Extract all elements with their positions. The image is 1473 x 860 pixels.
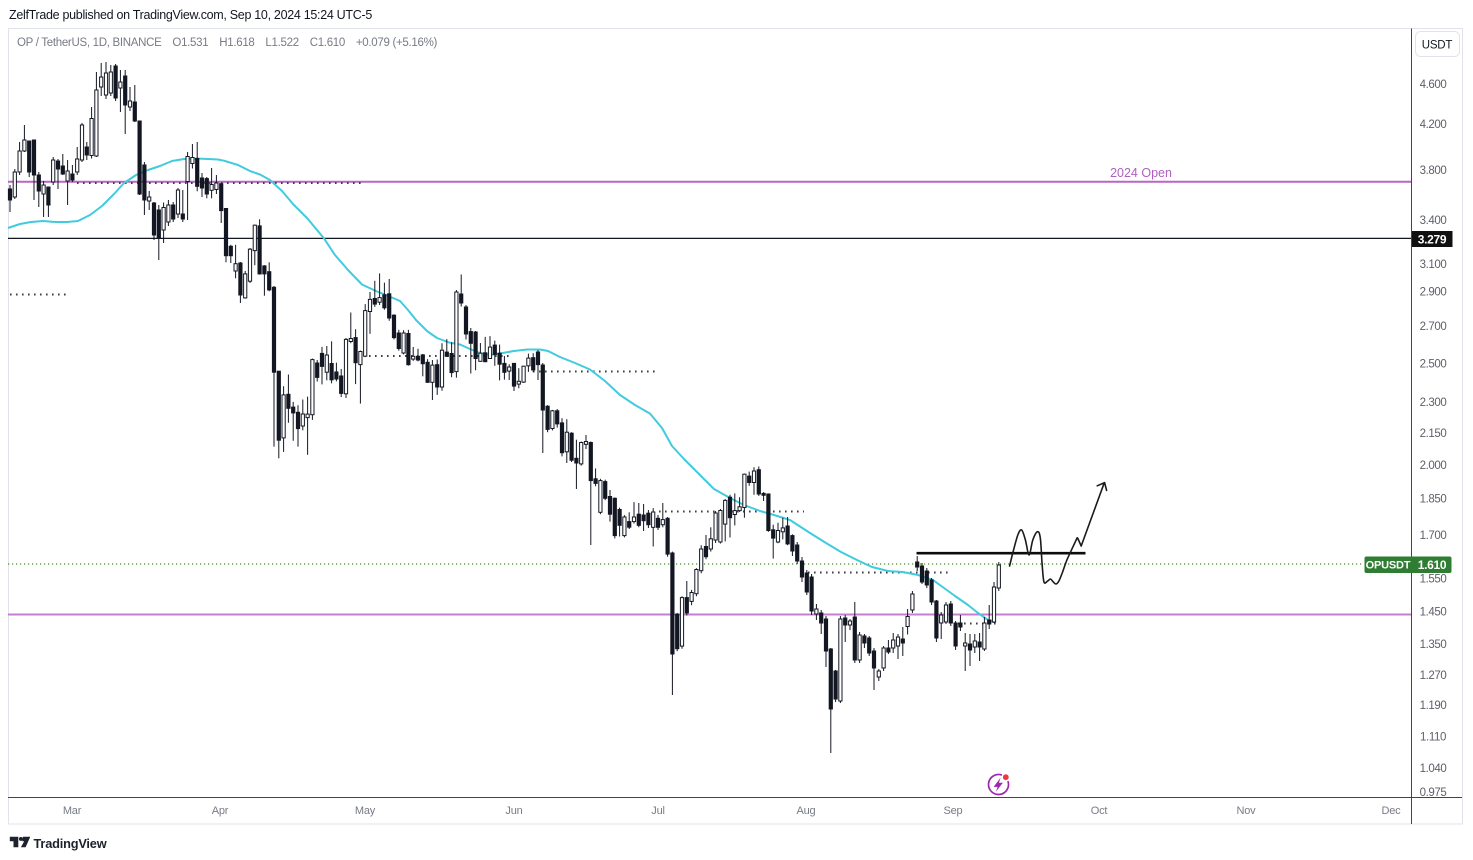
svg-text:1.550: 1.550: [1420, 574, 1447, 586]
svg-text:1.110: 1.110: [1420, 732, 1446, 744]
svg-text:3.800: 3.800: [1420, 165, 1447, 177]
svg-text:ZelfTrade published on Trading: ZelfTrade published on TradingView.com, …: [9, 8, 372, 22]
svg-text:1.190: 1.190: [1420, 700, 1447, 712]
svg-text:4.600: 4.600: [1420, 79, 1447, 91]
svg-text:4.200: 4.200: [1420, 119, 1447, 131]
svg-text:3.400: 3.400: [1420, 215, 1447, 227]
svg-text:2.300: 2.300: [1420, 397, 1447, 409]
svg-text:2.700: 2.700: [1420, 321, 1447, 333]
svg-text:USDT: USDT: [1422, 40, 1453, 52]
svg-text:1.700: 1.700: [1420, 530, 1447, 542]
svg-text:2.500: 2.500: [1420, 359, 1447, 371]
svg-text:Dec: Dec: [1382, 805, 1402, 817]
svg-text:3.279: 3.279: [1418, 233, 1447, 247]
svg-text:2.900: 2.900: [1420, 287, 1447, 299]
svg-text:Aug: Aug: [797, 805, 816, 817]
svg-text:2024 Open: 2024 Open: [1110, 166, 1172, 180]
svg-text:Apr: Apr: [212, 805, 229, 817]
svg-text:Sep: Sep: [944, 805, 963, 817]
svg-text:3.100: 3.100: [1420, 259, 1447, 271]
svg-text:1.270: 1.270: [1420, 670, 1447, 682]
svg-text:1.850: 1.850: [1420, 494, 1447, 506]
svg-text:Nov: Nov: [1237, 805, 1257, 817]
svg-text:OPUSDT: OPUSDT: [1366, 560, 1411, 572]
svg-text:Oct: Oct: [1091, 805, 1108, 817]
svg-text:0.975: 0.975: [1420, 787, 1447, 799]
svg-text:2.150: 2.150: [1420, 428, 1447, 440]
svg-text:Jun: Jun: [505, 805, 522, 817]
svg-text:Mar: Mar: [63, 805, 82, 817]
svg-text:1.040: 1.040: [1420, 763, 1447, 775]
svg-text:May: May: [355, 805, 376, 817]
svg-text:2.000: 2.000: [1420, 460, 1447, 472]
svg-text:1.610: 1.610: [1418, 558, 1447, 572]
svg-text:Jul: Jul: [651, 805, 664, 817]
svg-text:TradingView: TradingView: [34, 836, 107, 851]
svg-text:1.350: 1.350: [1420, 639, 1447, 651]
svg-text:1.450: 1.450: [1420, 607, 1447, 619]
svg-text:OP / TetherUS, 1D, BINANCE O1: OP / TetherUS, 1D, BINANCE O1.531 H1.618…: [17, 37, 438, 49]
